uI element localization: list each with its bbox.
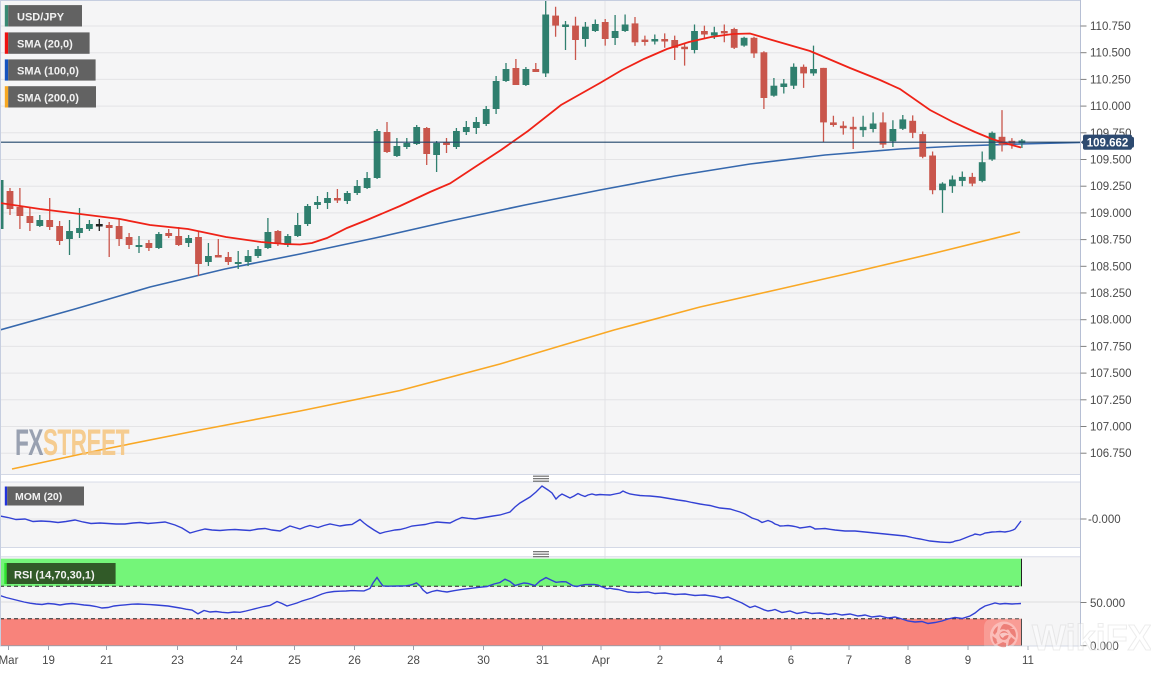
svg-text:110.000: 110.000 [1090,101,1131,113]
svg-text:Apr: Apr [592,655,610,667]
svg-text:SMA (20,0): SMA (20,0) [17,39,73,51]
svg-text:25: 25 [288,655,301,667]
svg-text:USD/JPY: USD/JPY [17,11,65,23]
svg-text:30: 30 [477,655,490,667]
svg-text:Mar: Mar [0,655,19,667]
svg-text:107.750: 107.750 [1090,341,1132,353]
svg-text:108.000: 108.000 [1090,315,1132,327]
svg-text:31: 31 [536,655,549,667]
svg-text:7: 7 [846,655,852,667]
svg-text:24: 24 [230,655,243,667]
svg-text:108.500: 108.500 [1090,261,1132,273]
svg-text:23: 23 [171,655,184,667]
svg-text:108.250: 108.250 [1090,288,1132,300]
svg-text:11: 11 [1022,655,1034,667]
svg-text:4: 4 [717,655,724,667]
svg-text:FXSTREET: FXSTREET [15,421,130,463]
svg-text:21: 21 [100,655,113,667]
svg-text:-0.000: -0.000 [1088,514,1121,526]
svg-text:26: 26 [348,655,361,667]
svg-text:110.500: 110.500 [1090,48,1131,60]
svg-text:106.750: 106.750 [1090,448,1132,460]
svg-text:SMA (100,0): SMA (100,0) [17,65,79,77]
svg-text:WikiFX: WikiFX [1032,617,1151,658]
svg-text:8: 8 [905,655,911,667]
svg-text:110.250: 110.250 [1090,74,1131,86]
svg-text:107.000: 107.000 [1090,422,1132,434]
svg-text:28: 28 [407,655,420,667]
svg-text:MOM (20): MOM (20) [15,491,62,503]
svg-text:109.662: 109.662 [1087,137,1129,149]
svg-text:109.000: 109.000 [1090,208,1132,220]
svg-text:107.250: 107.250 [1090,395,1132,407]
svg-text:0.000: 0.000 [1090,641,1119,653]
svg-text:109.500: 109.500 [1090,155,1132,167]
svg-text:9: 9 [965,655,971,667]
svg-text:SMA (200,0): SMA (200,0) [17,92,79,104]
svg-text:RSI (14,70,30,1): RSI (14,70,30,1) [14,569,95,581]
svg-text:6: 6 [788,655,794,667]
svg-text:107.500: 107.500 [1090,368,1132,380]
svg-text:50.000: 50.000 [1090,598,1125,610]
svg-text:2: 2 [657,655,663,667]
svg-text:19: 19 [42,655,55,667]
svg-text:108.750: 108.750 [1090,235,1132,247]
svg-text:110.750: 110.750 [1090,21,1131,33]
svg-text:109.250: 109.250 [1090,181,1132,193]
